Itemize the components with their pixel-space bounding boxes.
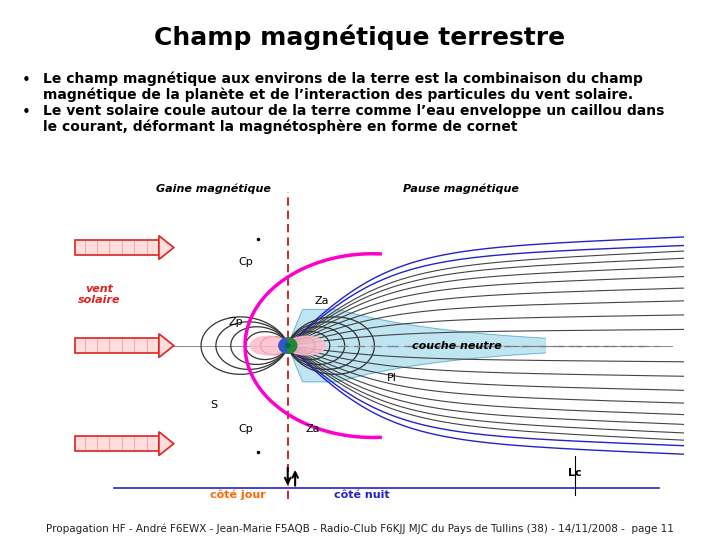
Text: Gaine magnétique: Gaine magnétique <box>156 184 271 194</box>
Text: Pause magnétique: Pause magnétique <box>403 184 519 194</box>
Text: S: S <box>210 400 217 410</box>
Polygon shape <box>75 436 159 451</box>
Text: •: • <box>22 73 30 88</box>
Ellipse shape <box>279 338 297 353</box>
Text: Lc: Lc <box>568 469 582 478</box>
Polygon shape <box>288 309 545 382</box>
Ellipse shape <box>288 336 325 355</box>
Polygon shape <box>159 432 174 456</box>
Text: côté nuit: côté nuit <box>334 490 390 500</box>
Text: Za: Za <box>315 296 330 306</box>
Text: magnétique de la planète et de l’interaction des particules du vent solaire.: magnétique de la planète et de l’interac… <box>43 87 634 102</box>
Text: côté jour: côté jour <box>210 490 266 500</box>
Text: Le vent solaire coule autour de la terre comme l’eau enveloppe un caillou dans: Le vent solaire coule autour de la terre… <box>43 104 665 118</box>
Polygon shape <box>75 338 159 353</box>
Polygon shape <box>159 235 174 259</box>
Text: Propagation HF - André F6EWX - Jean-Marie F5AQB - Radio-Club F6KJJ MJC du Pays d: Propagation HF - André F6EWX - Jean-Mari… <box>46 523 674 534</box>
Ellipse shape <box>286 343 290 348</box>
Polygon shape <box>75 240 159 255</box>
Ellipse shape <box>250 336 288 355</box>
Text: vent
solaire: vent solaire <box>78 284 121 305</box>
Text: Cp: Cp <box>238 424 253 434</box>
Text: Champ magnétique terrestre: Champ magnétique terrestre <box>154 24 566 50</box>
Text: •: • <box>22 105 30 120</box>
Text: le courant, déformant la magnétosphère en forme de cornet: le courant, déformant la magnétosphère e… <box>43 120 518 134</box>
Wedge shape <box>288 338 297 353</box>
Text: Zp: Zp <box>228 317 243 327</box>
Text: Za: Za <box>305 424 320 434</box>
Text: Cp: Cp <box>238 258 253 267</box>
Text: couche neutre: couche neutre <box>412 341 501 350</box>
Polygon shape <box>159 334 174 357</box>
Text: Le champ magnétique aux environs de la terre est la combinaison du champ: Le champ magnétique aux environs de la t… <box>43 71 643 86</box>
Text: Pl: Pl <box>387 373 397 382</box>
